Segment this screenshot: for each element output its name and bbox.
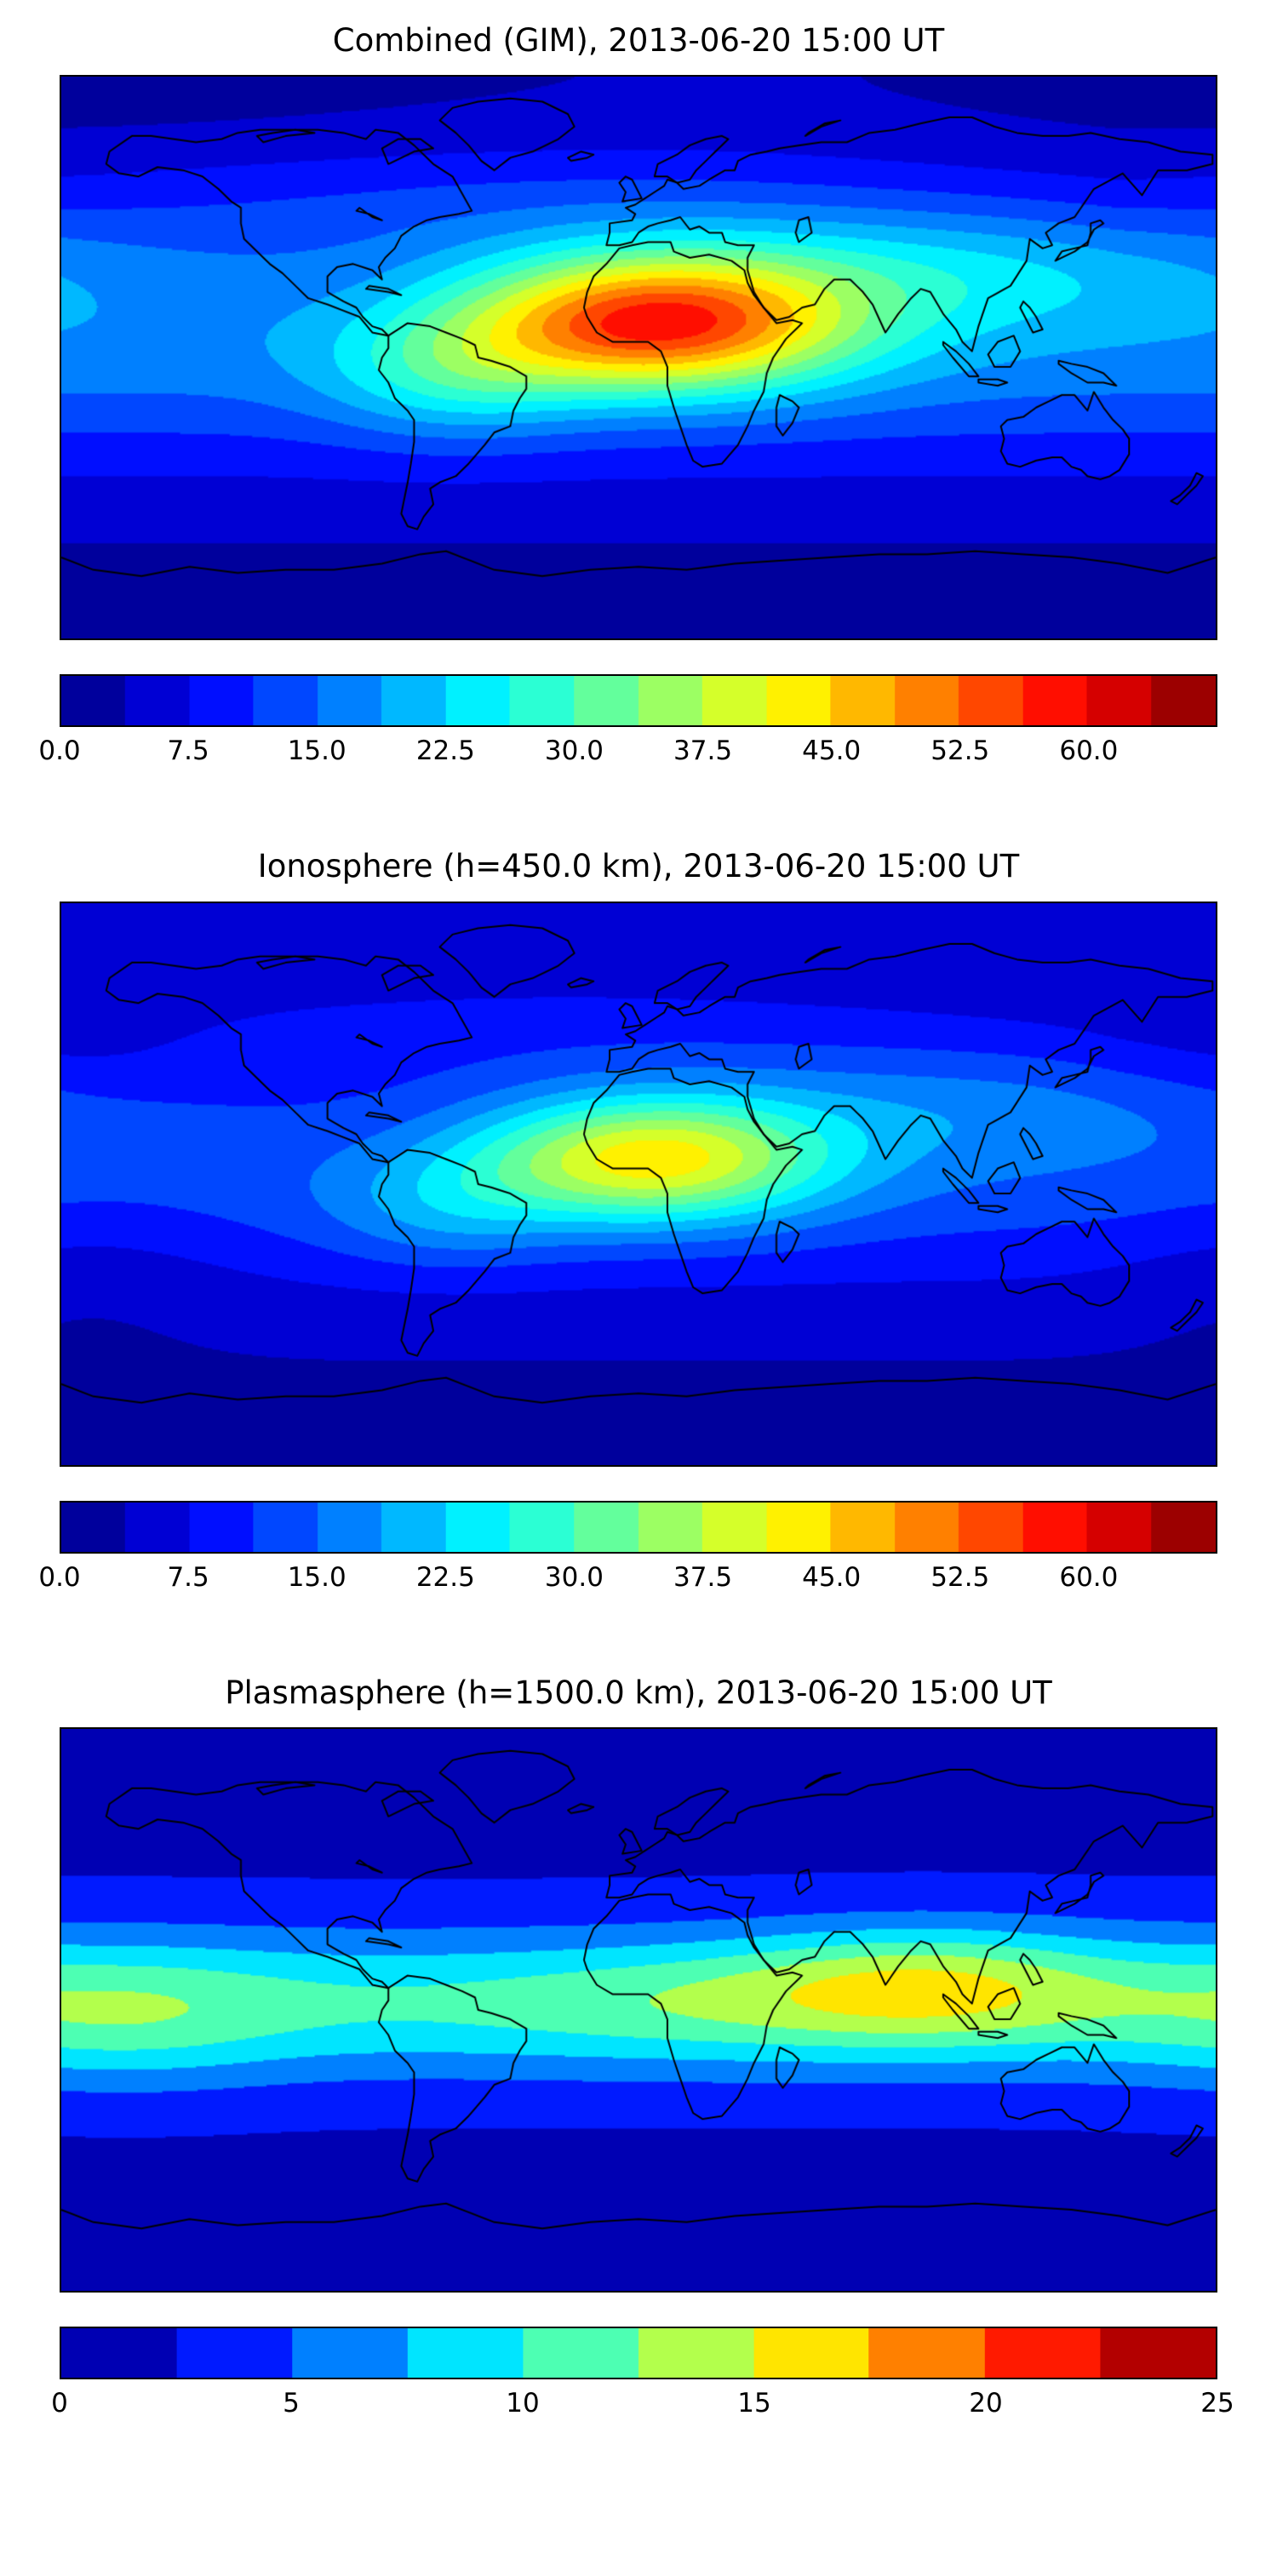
colorbar-tick-label: 60.0 bbox=[1059, 1561, 1119, 1593]
colorbar-tick-label: 7.5 bbox=[167, 1561, 209, 1593]
colorbar-tick-label: 20 bbox=[969, 2388, 1003, 2419]
panel-plasmasphere: Plasmasphere (h=1500.0 km), 2013-06-20 1… bbox=[51, 1674, 1234, 2425]
colorbar-tick-label: 30.0 bbox=[544, 1561, 604, 1593]
colorbar-tick-label: 60.0 bbox=[1059, 736, 1119, 767]
colorbar-tick-label: 52.5 bbox=[931, 1561, 990, 1593]
colorbar-tick-label: 37.5 bbox=[673, 736, 733, 767]
colorbar-tick-label: 5 bbox=[283, 2388, 300, 2419]
colorbar-tick-label: 22.5 bbox=[415, 1561, 475, 1593]
panel-title-plasmasphere: Plasmasphere (h=1500.0 km), 2013-06-20 1… bbox=[225, 1674, 1052, 1711]
colorbar-canvas-ionosphere bbox=[60, 1500, 1217, 1554]
colorbar-canvas-plasmasphere bbox=[60, 2327, 1217, 2380]
colorbar-tick-label: 15.0 bbox=[287, 736, 346, 767]
map-canvas-plasmasphere bbox=[60, 1727, 1217, 2293]
colorbar-ticks-plasmasphere: 0 5 10 15 20 25 bbox=[51, 2384, 1234, 2425]
colorbar-tick-label: 22.5 bbox=[415, 736, 475, 767]
panel-title-ionosphere: Ionosphere (h=450.0 km), 2013-06-20 15:0… bbox=[257, 848, 1020, 885]
panel-title-combined: Combined (GIM), 2013-06-20 15:00 UT bbox=[332, 22, 945, 59]
colorbar-tick-label: 10 bbox=[506, 2388, 540, 2419]
colorbar-tick-label: 45.0 bbox=[802, 1561, 862, 1593]
panel-ionosphere: Ionosphere (h=450.0 km), 2013-06-20 15:0… bbox=[38, 848, 1217, 1600]
colorbar-ticks-combined: 0.0 7.5 15.0 22.5 30.0 37.5 45.0 52.5 60.0 bbox=[38, 732, 1217, 773]
colorbar-tick-label: 45.0 bbox=[802, 736, 862, 767]
map-canvas-combined bbox=[60, 75, 1217, 641]
colorbar-tick-label: 30.0 bbox=[544, 736, 604, 767]
colorbar-tick-label: 52.5 bbox=[931, 736, 990, 767]
colorbar-tick-label: 15 bbox=[737, 2388, 771, 2419]
colorbar-tick-label: 37.5 bbox=[673, 1561, 733, 1593]
colorbar-tick-label: 0.0 bbox=[38, 736, 81, 767]
map-canvas-ionosphere bbox=[60, 901, 1217, 1467]
figure: Combined (GIM), 2013-06-20 15:00 UT 0.0 7… bbox=[0, 22, 1277, 2425]
colorbar-tick-label: 15.0 bbox=[287, 1561, 346, 1593]
colorbar-tick-label: 0.0 bbox=[38, 1561, 81, 1593]
panel-combined: Combined (GIM), 2013-06-20 15:00 UT 0.0 7… bbox=[38, 22, 1217, 773]
colorbar-canvas-combined bbox=[60, 674, 1217, 728]
colorbar-tick-label: 0 bbox=[51, 2388, 68, 2419]
colorbar-ticks-ionosphere: 0.0 7.5 15.0 22.5 30.0 37.5 45.0 52.5 60.0 bbox=[38, 1559, 1217, 1600]
colorbar-tick-label: 7.5 bbox=[167, 736, 209, 767]
colorbar-tick-label: 25 bbox=[1200, 2388, 1234, 2419]
